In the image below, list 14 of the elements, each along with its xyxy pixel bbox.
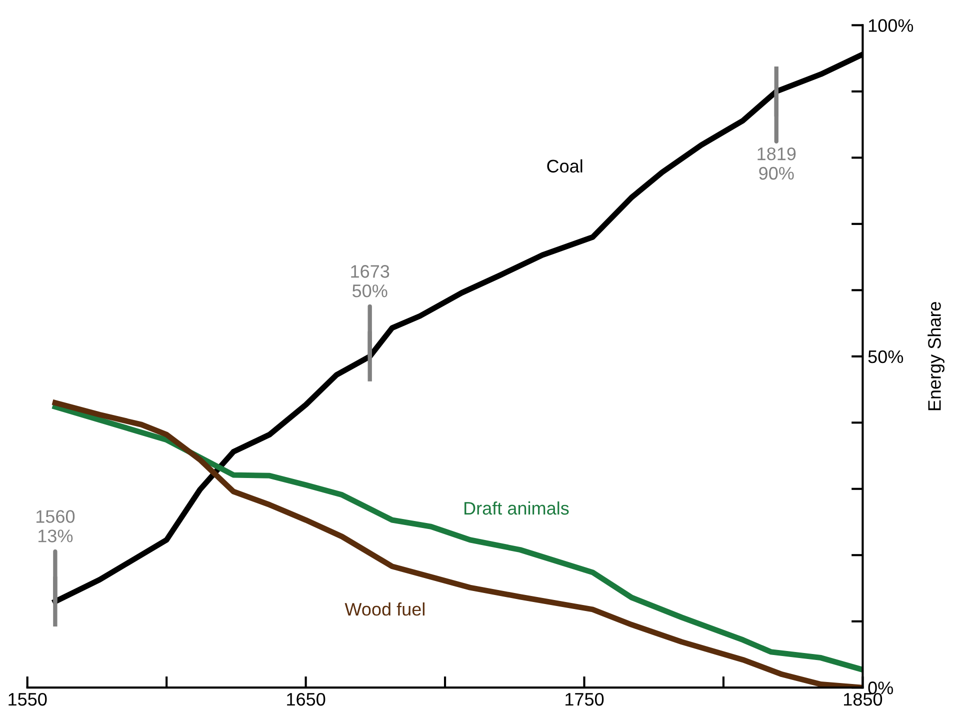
y-tick-label: 50% [868, 350, 904, 364]
annotation: 1819 90% [758, 147, 796, 180]
text: Coal [547, 159, 582, 173]
annotation: 1560 13% [36, 510, 75, 542]
y-axis-title: Energy Share [928, 302, 944, 410]
y-tick-label: 0% [868, 682, 894, 694]
x-tick-label: 1850 [844, 692, 882, 706]
x-tick-label: 1550 [8, 692, 47, 706]
annotation: 1673 50% [351, 265, 390, 298]
y-tick-label: 100% [868, 19, 914, 32]
series-label: Draft animals [464, 501, 569, 515]
x-tick-label: 1650 [287, 692, 326, 706]
series-label: Wood fuel [344, 602, 424, 616]
x-tick-label: 1750 [566, 692, 604, 706]
